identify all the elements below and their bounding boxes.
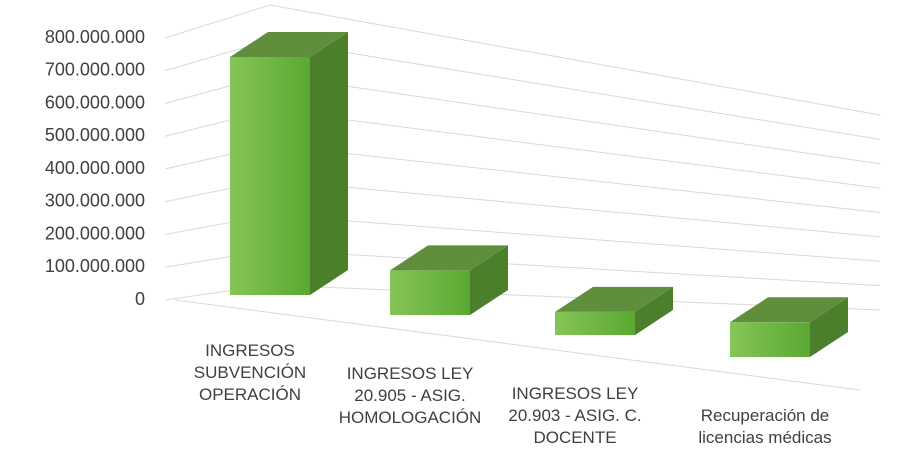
y-tick-label: 600.000.000 (45, 92, 145, 112)
x-tick-label: INGRESOS LEY 20.905 - ASIG. HOMOLOGACIÓN (338, 364, 482, 427)
bar-top (390, 245, 508, 271)
y-tick-label: 300.000.000 (45, 191, 145, 211)
bar-side (810, 297, 848, 357)
bar-side (470, 245, 508, 315)
bar-top (230, 32, 348, 57)
y-tick-label: 0 (135, 289, 145, 309)
y-tick-label: 200.000.000 (45, 223, 145, 243)
x-tick-label: INGRESOS SUBVENCIÓN OPERACIÓN (193, 341, 307, 404)
bar-top (555, 286, 673, 312)
floor-line (174, 299, 861, 391)
y-tick-label: 400.000.000 (45, 158, 145, 178)
grid-line (164, 4, 881, 116)
bar (730, 322, 810, 357)
bar (555, 311, 635, 335)
bar-top (730, 297, 848, 323)
x-tick-label: INGRESOS LEY 20.903 - ASIG. C. DOCENTE (508, 384, 642, 447)
bar (390, 270, 470, 315)
bar-side (635, 286, 673, 335)
y-tick-label: 500.000.000 (45, 125, 145, 145)
y-tick-label: 800.000.000 (45, 27, 145, 47)
x-tick-label: Recuperación de licencias médicas (698, 406, 832, 447)
y-tick-label: 100.000.000 (45, 256, 145, 276)
bar (230, 57, 310, 295)
bar-side (310, 32, 348, 295)
y-tick-label: 700.000.000 (45, 60, 145, 80)
